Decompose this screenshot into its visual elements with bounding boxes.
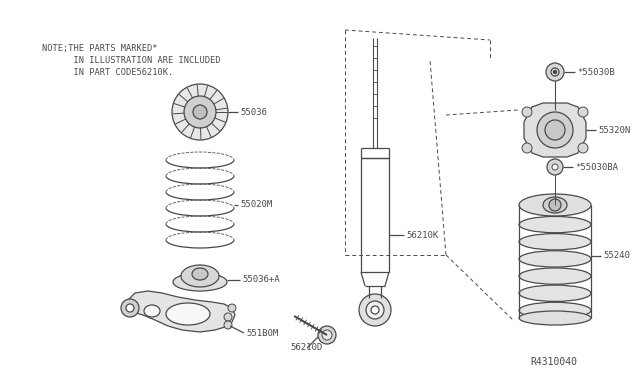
Ellipse shape <box>519 194 591 216</box>
Circle shape <box>172 84 228 140</box>
Ellipse shape <box>519 302 591 318</box>
Ellipse shape <box>519 251 591 267</box>
Ellipse shape <box>144 305 160 317</box>
Text: 55320N: 55320N <box>598 125 630 135</box>
Circle shape <box>551 68 559 76</box>
Text: 55240: 55240 <box>603 251 630 260</box>
Text: 56210K: 56210K <box>406 231 438 240</box>
Circle shape <box>578 107 588 117</box>
Circle shape <box>553 70 557 74</box>
Circle shape <box>537 112 573 148</box>
Ellipse shape <box>519 285 591 301</box>
Circle shape <box>371 306 379 314</box>
Ellipse shape <box>519 234 591 250</box>
Text: R4310040: R4310040 <box>530 357 577 367</box>
Text: NOTE;THE PARTS MARKED*: NOTE;THE PARTS MARKED* <box>42 44 157 52</box>
Circle shape <box>318 326 336 344</box>
Circle shape <box>322 330 332 340</box>
Circle shape <box>522 143 532 153</box>
Circle shape <box>366 301 384 319</box>
Ellipse shape <box>543 197 567 213</box>
Text: *55030B: *55030B <box>577 67 614 77</box>
Ellipse shape <box>166 303 210 325</box>
Circle shape <box>228 304 236 312</box>
Text: IN PART CODE56210K.: IN PART CODE56210K. <box>42 67 173 77</box>
Circle shape <box>545 120 565 140</box>
Text: IN ILLUSTRATION ARE INCLUDED: IN ILLUSTRATION ARE INCLUDED <box>42 55 221 64</box>
Ellipse shape <box>519 217 591 233</box>
Ellipse shape <box>519 268 591 284</box>
Ellipse shape <box>192 268 208 280</box>
Circle shape <box>552 164 558 170</box>
Circle shape <box>549 199 561 211</box>
Circle shape <box>359 294 391 326</box>
Text: 551B0M: 551B0M <box>246 328 278 337</box>
Text: 55036+A: 55036+A <box>242 276 280 285</box>
Circle shape <box>184 96 216 128</box>
Circle shape <box>121 299 139 317</box>
Text: *55030BA: *55030BA <box>575 163 618 171</box>
Ellipse shape <box>173 273 227 291</box>
Text: 55036: 55036 <box>240 108 267 116</box>
Circle shape <box>193 105 207 119</box>
Polygon shape <box>128 291 235 332</box>
Text: 55020M: 55020M <box>240 200 272 209</box>
Circle shape <box>578 143 588 153</box>
Circle shape <box>547 159 563 175</box>
Circle shape <box>224 313 232 321</box>
Circle shape <box>224 321 232 329</box>
Text: 56210D: 56210D <box>290 343 323 353</box>
Circle shape <box>522 107 532 117</box>
Circle shape <box>546 63 564 81</box>
Ellipse shape <box>519 311 591 325</box>
Circle shape <box>126 304 134 312</box>
Polygon shape <box>524 103 586 157</box>
Ellipse shape <box>181 265 219 287</box>
